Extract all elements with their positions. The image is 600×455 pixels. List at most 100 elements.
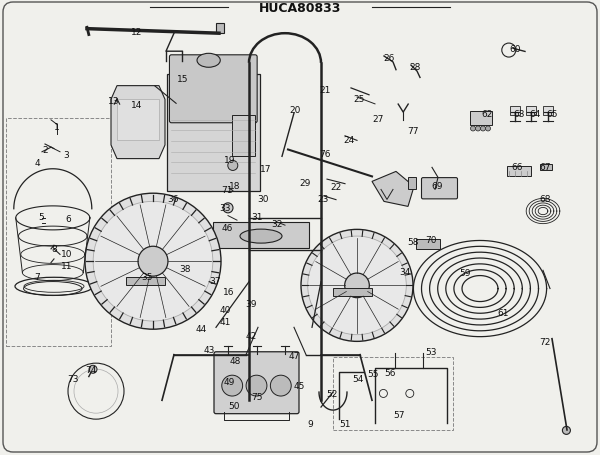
Circle shape [89,365,97,374]
Text: 70: 70 [425,236,437,245]
Circle shape [246,375,267,396]
Bar [333,288,372,296]
Text: 52: 52 [326,389,337,398]
Circle shape [301,230,413,342]
Text: 68: 68 [539,195,551,204]
FancyBboxPatch shape [3,3,597,452]
Text: 18: 18 [229,181,241,190]
Ellipse shape [240,230,282,243]
Text: 34: 34 [400,268,410,277]
Text: HUCA80833: HUCA80833 [259,2,341,15]
Circle shape [138,247,168,277]
Text: 33: 33 [219,204,231,213]
Text: 38: 38 [179,265,191,274]
Text: 62: 62 [482,110,493,119]
Circle shape [470,126,476,131]
Circle shape [485,126,491,131]
Text: 10: 10 [61,249,73,258]
Text: 50: 50 [228,401,240,410]
Text: 55: 55 [367,369,379,379]
Bar [510,107,520,116]
Text: 72: 72 [539,338,550,347]
Text: 71: 71 [221,186,233,195]
Text: 65: 65 [546,110,558,119]
Text: 59: 59 [459,268,471,278]
Text: 69: 69 [431,181,443,190]
Text: 66: 66 [511,163,523,172]
Text: 23: 23 [317,195,328,204]
Text: 40: 40 [220,306,230,315]
Text: 35: 35 [141,272,153,281]
Text: 61: 61 [497,308,509,318]
Text: 3: 3 [63,150,69,159]
Text: 39: 39 [245,299,257,308]
Text: 67: 67 [539,163,551,172]
Text: 20: 20 [290,106,301,115]
Text: 24: 24 [344,136,355,145]
Text: 46: 46 [221,224,232,233]
Text: 37: 37 [209,277,221,286]
Text: 14: 14 [131,101,142,110]
Bar [507,167,531,177]
Polygon shape [111,86,165,159]
Text: 16: 16 [223,288,235,297]
Text: 12: 12 [131,28,142,37]
Text: 13: 13 [108,96,120,106]
Text: 11: 11 [61,262,73,271]
Circle shape [228,161,238,171]
Bar [408,178,416,190]
Text: 9: 9 [307,420,313,429]
Circle shape [222,375,242,396]
FancyBboxPatch shape [214,352,299,414]
Text: 74: 74 [86,365,97,374]
Text: 25: 25 [353,95,364,104]
Text: 1: 1 [54,123,60,132]
Text: 76: 76 [319,149,331,158]
Text: 44: 44 [196,324,206,333]
Bar [333,357,453,430]
Bar [6,118,111,346]
Text: 15: 15 [177,75,189,84]
Circle shape [271,375,291,396]
Text: 41: 41 [220,318,230,327]
Bar [470,112,492,126]
Text: 58: 58 [407,238,419,247]
Text: 42: 42 [245,331,256,340]
Bar [216,24,224,34]
Text: 45: 45 [293,381,304,390]
Text: 22: 22 [331,183,341,192]
Bar [167,75,260,191]
Text: 5: 5 [38,213,44,222]
Circle shape [85,194,221,329]
Circle shape [481,126,485,131]
Text: 49: 49 [224,377,235,386]
Ellipse shape [197,54,220,68]
Text: 31: 31 [251,213,263,222]
Text: 63: 63 [513,110,525,119]
Text: 64: 64 [530,110,541,119]
Bar [540,165,552,171]
Text: 17: 17 [260,165,272,174]
Bar [526,107,536,116]
Circle shape [562,426,571,435]
Text: 8: 8 [51,245,57,254]
FancyBboxPatch shape [422,178,458,199]
Text: 36: 36 [167,195,179,204]
Text: 19: 19 [224,156,236,165]
Circle shape [223,203,233,213]
Polygon shape [372,172,414,207]
Circle shape [476,126,481,131]
Text: 60: 60 [509,45,521,54]
Bar [117,100,159,141]
FancyBboxPatch shape [169,56,257,123]
Text: 73: 73 [67,374,79,383]
Text: 26: 26 [383,54,394,63]
Bar [416,239,440,249]
Text: 51: 51 [339,420,351,429]
Text: 54: 54 [353,374,364,383]
Bar [232,116,255,156]
Text: 47: 47 [289,351,299,360]
Text: 29: 29 [299,178,310,187]
Text: 27: 27 [373,115,383,124]
Bar [213,223,309,248]
